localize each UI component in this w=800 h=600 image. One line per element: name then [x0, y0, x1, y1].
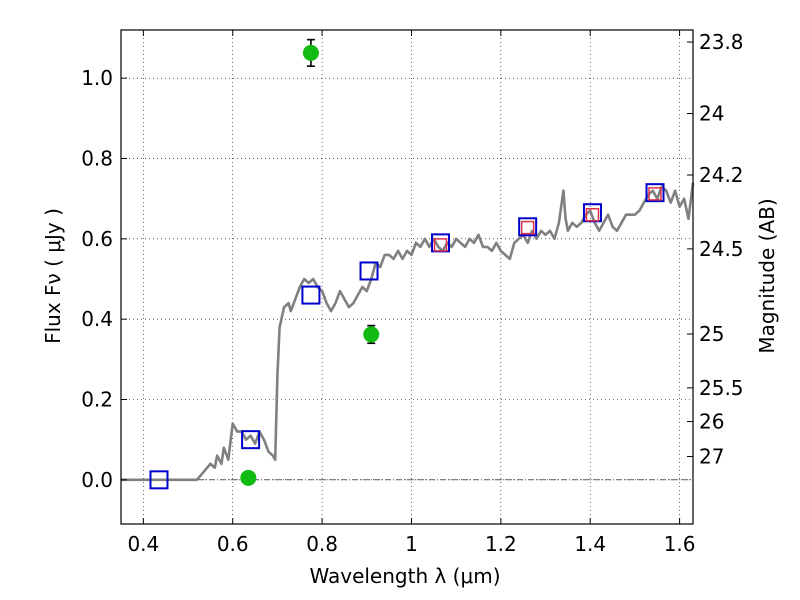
model-photometry-square: [645, 183, 665, 203]
model-photometry-square: [359, 261, 379, 281]
x-tick-label: 1.6: [664, 532, 696, 556]
model-photometry-square: [518, 217, 538, 237]
x-tick-label: 1: [405, 532, 418, 556]
magnitude-tick-label: 24: [699, 102, 724, 126]
magnitude-tick-label: 26: [699, 410, 724, 434]
observed-photometry-square: [520, 220, 535, 235]
y-tick-label: 0.4: [81, 307, 113, 331]
magnitude-tick-label: 25.5: [699, 376, 744, 400]
model-photometry-square: [301, 285, 321, 305]
y-tick-label: 0.0: [81, 468, 113, 492]
model-photometry-square: [149, 470, 169, 490]
model-spectrum-line: [121, 182, 695, 482]
x-tick-label: 0.6: [217, 532, 249, 556]
data-point: [240, 469, 257, 486]
plot-frame: [120, 29, 694, 525]
magnitude-tick-label: 24.2: [699, 163, 744, 187]
observed-photometry-square: [585, 207, 600, 222]
x-tick-label: 1.4: [574, 532, 606, 556]
x-tick-label: 0.4: [127, 532, 159, 556]
magnitude-tick-label: 25: [699, 322, 724, 346]
magnitude-axis-label: Magnitude (AB): [755, 198, 779, 353]
model-photometry-square: [241, 430, 261, 450]
observed-photometry-square: [433, 238, 448, 252]
y-tick-label: 0.2: [81, 387, 113, 411]
magnitude-tick-label: 24.5: [699, 237, 744, 261]
grid-lines: [121, 30, 693, 524]
x-tick-label: 0.8: [306, 532, 338, 556]
y-axis-label: Flux Fν ( μJy ): [41, 208, 65, 344]
y-tick-label: 0.8: [81, 147, 113, 171]
axis-ticks: 0.4 0.6 0.8 1 1.2 1.4 1.6 0.0 0.2 0.4 0.6 0.8 1.0 23.…: [81, 30, 744, 556]
data-point: [302, 44, 319, 61]
data-point: [363, 326, 380, 343]
y-tick-label: 0.6: [81, 227, 113, 251]
observed-photometry-square: [648, 187, 662, 201]
magnitude-tick-label: 27: [699, 445, 724, 469]
magnitude-tick-label: 23.8: [699, 30, 744, 54]
plot-area: [121, 38, 695, 490]
y-tick-label: 1.0: [81, 66, 113, 90]
x-tick-label: 1.2: [485, 532, 517, 556]
x-axis-label: Wavelength λ (μm): [309, 564, 500, 588]
